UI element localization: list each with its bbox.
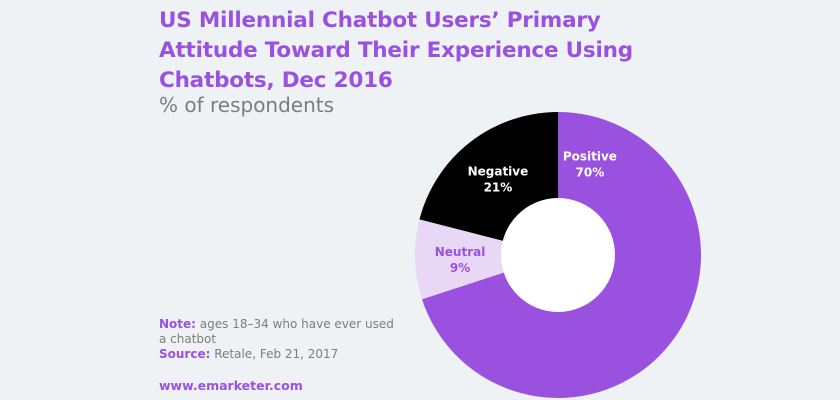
chart-title: US Millennial Chatbot Users’ Primary Att…	[159, 8, 633, 93]
source-text: Retale, Feb 21, 2017	[214, 347, 339, 361]
slice-neutral	[415, 219, 558, 300]
chart-subtitle: % of respondents	[159, 93, 335, 117]
source-label: Source:	[159, 347, 211, 361]
donut-hole	[501, 198, 615, 312]
slice-labels: Positive 70% Neutral 9% Negative 21%	[435, 149, 617, 275]
chart-note: Note: ages 18–34 who have ever used a ch…	[159, 317, 399, 362]
slice-label-negative: Negative	[468, 165, 529, 179]
slice-value-neutral: 9%	[450, 261, 470, 275]
slice-value-positive: 70%	[576, 165, 605, 179]
slice-label-neutral: Neutral	[435, 245, 486, 259]
note-label: Note:	[159, 317, 196, 331]
slice-value-negative: 21%	[484, 181, 513, 195]
website-link[interactable]: www.emarketer.com	[159, 378, 303, 393]
note-text: ages 18–34 who have ever used a chatbot	[159, 317, 394, 346]
slice-label-positive: Positive	[563, 149, 617, 163]
